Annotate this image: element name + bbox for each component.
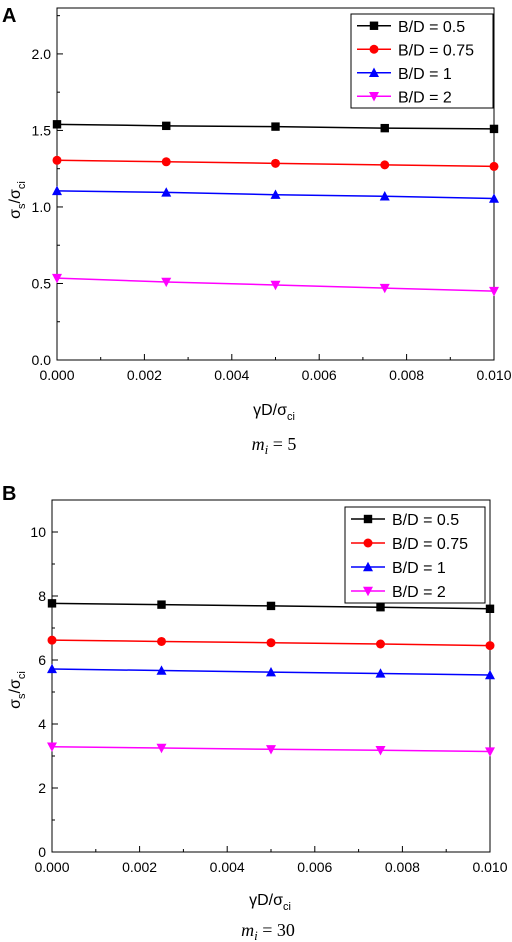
data-point-b-1	[376, 603, 385, 612]
y-tick-label-b: 4	[38, 716, 46, 732]
y-axis-title-b: σs/σci	[7, 671, 28, 709]
caption-a: mi = 5	[252, 434, 297, 457]
y-tick-label-a: 0.5	[32, 275, 52, 291]
y-tick-label-a: 0.0	[32, 352, 52, 368]
data-point-a-3	[52, 185, 62, 196]
data-point-a-2	[271, 158, 280, 168]
x-tick-label-a: 0.002	[127, 367, 162, 383]
legend-marker-a-3	[369, 67, 379, 77]
data-point-b-1	[485, 604, 495, 613]
data-point-b-4	[156, 743, 167, 754]
data-point-b-4	[47, 742, 57, 752]
x-tick-label-b: 0.000	[34, 859, 69, 875]
x-tick-label-a: 0.000	[39, 367, 74, 383]
y-tick-label-b: 0	[38, 844, 46, 860]
legend-label-b-4: B/D = 2	[392, 584, 446, 601]
data-point-b-4	[375, 746, 386, 756]
x-tick-label-b: 0.010	[472, 859, 507, 875]
chart-panel-a: A σs/σci γD/σci mi = 5 0.000 0.002 0.004 0.…	[2, 5, 512, 457]
x-tick-label-a: 0.008	[389, 367, 424, 383]
legend-label-a-4: B/D = 2	[398, 89, 452, 106]
y-tick-label-a: 1.0	[32, 199, 52, 215]
data-point-a-3	[161, 187, 172, 197]
panel-label-a: A	[2, 5, 16, 27]
x-axis-title-a: γD/σci	[253, 402, 295, 423]
y-tick-label-b: 2	[38, 780, 46, 796]
x-tick-label-a: 0.006	[302, 367, 337, 383]
data-point-b-4	[485, 747, 495, 757]
data-point-a-2	[52, 155, 62, 165]
data-point-a-3	[379, 191, 390, 201]
legend-marker-a-4	[369, 92, 379, 102]
panel-label-b: B	[2, 483, 16, 505]
legend-label-b-2: B/D = 0.75	[392, 536, 468, 553]
data-point-b-4	[266, 745, 276, 755]
data-point-b-3	[375, 668, 386, 678]
data-point-b-1	[157, 600, 166, 609]
data-point-b-3	[485, 669, 495, 680]
data-point-b-2	[376, 639, 385, 649]
x-tick-label-b: 0.006	[297, 859, 332, 875]
legend-marker-b-1	[363, 514, 373, 524]
data-point-a-4	[161, 277, 172, 288]
data-point-b-3	[156, 665, 167, 675]
legend-marker-a-1	[369, 21, 379, 30]
data-point-a-4	[270, 280, 281, 291]
data-point-a-1	[52, 120, 62, 129]
legend-marker-b-4	[363, 586, 373, 597]
caption-b: mi = 30	[241, 920, 295, 942]
data-point-a-2	[161, 157, 171, 167]
x-tick-label-a: 0.010	[476, 367, 511, 383]
data-point-a-1	[489, 124, 499, 134]
data-point-b-1	[266, 601, 276, 611]
legend-label-b-3: B/D = 1	[392, 560, 446, 577]
x-tick-label-a: 0.004	[214, 367, 249, 383]
legend-label-a-1: B/D = 0.5	[398, 19, 465, 36]
data-point-a-4	[379, 283, 390, 294]
y-tick-label-b: 6	[38, 652, 46, 668]
y-axis-title-a: σs/σci	[7, 181, 28, 219]
legend-label-a-3: B/D = 1	[398, 66, 452, 83]
x-tick-label-b: 0.008	[385, 859, 420, 875]
legend-marker-b-3	[363, 561, 373, 572]
y-tick-label-a: 1.5	[32, 122, 52, 138]
legend-marker-b-2	[363, 538, 373, 548]
legend-marker-a-2	[369, 44, 379, 54]
data-point-a-1	[380, 123, 389, 133]
data-point-b-1	[47, 599, 57, 608]
data-point-b-2	[266, 638, 276, 648]
y-tick-label-b: 10	[30, 524, 46, 540]
data-point-a-3	[489, 193, 499, 203]
data-point-a-3	[270, 189, 281, 199]
data-point-a-2	[489, 161, 499, 171]
data-point-b-3	[266, 666, 276, 677]
data-point-b-2	[157, 636, 166, 646]
data-point-b-2	[485, 641, 495, 651]
data-point-a-1	[162, 121, 171, 131]
x-axis-title-b: γD/σci	[249, 892, 291, 913]
chart-panel-b: B σs/σci γD/σci mi = 30 0.000 0.002 0.004 0…	[2, 483, 508, 942]
data-point-a-4	[489, 286, 499, 297]
data-point-a-4	[52, 273, 62, 284]
data-point-b-2	[47, 635, 57, 645]
legend-label-b-1: B/D = 0.5	[392, 512, 459, 529]
legend-label-a-2: B/D = 0.75	[398, 42, 474, 59]
x-tick-label-b: 0.004	[210, 859, 245, 875]
y-tick-label-a: 2.0	[32, 46, 52, 62]
data-point-a-2	[380, 160, 390, 170]
y-tick-label-b: 8	[38, 588, 46, 604]
data-point-b-3	[47, 663, 57, 674]
data-point-a-1	[271, 122, 280, 131]
x-tick-label-b: 0.002	[122, 859, 157, 875]
